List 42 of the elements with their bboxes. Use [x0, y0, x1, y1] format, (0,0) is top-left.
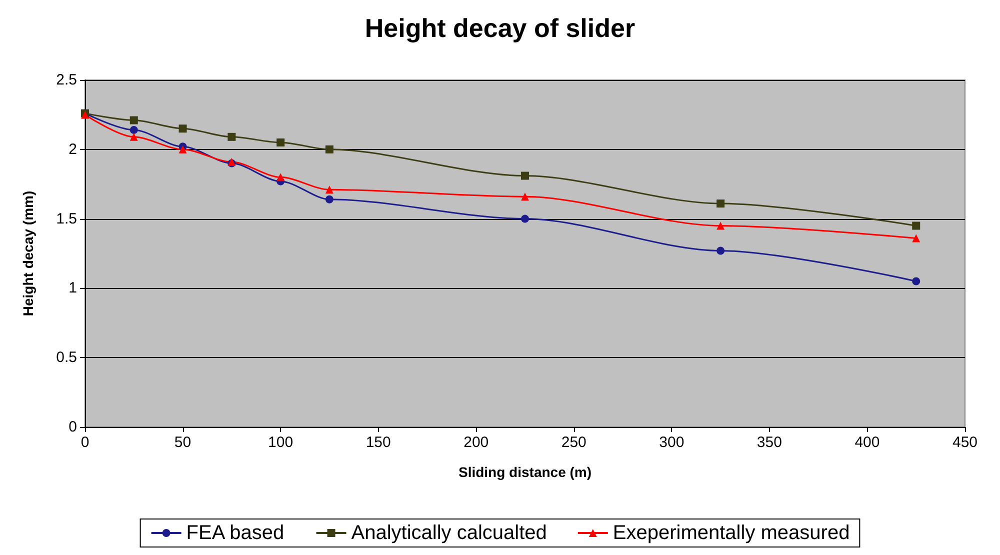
point	[325, 186, 334, 194]
y-tick-label: 2	[68, 140, 77, 158]
point	[716, 200, 725, 208]
x-tick-label: 50	[174, 434, 192, 451]
legend-label: Analytically calcualted	[351, 522, 547, 544]
point	[178, 145, 187, 154]
point	[521, 214, 529, 223]
legend-label: FEA based	[186, 522, 284, 544]
point	[276, 173, 285, 182]
x-tick-label: 150	[366, 434, 391, 451]
point	[912, 222, 920, 230]
y-tick-label: 1.5	[56, 210, 77, 228]
x-tick-label: 250	[561, 434, 586, 451]
legend-label: Exeperimentally measured	[612, 522, 850, 544]
chart-title: Height decay of slider	[364, 13, 636, 43]
y-tick-label: 0	[68, 418, 77, 436]
point	[716, 222, 725, 230]
y-axis-title: Height decay (mm)	[20, 190, 36, 316]
x-tick-label: 100	[268, 434, 294, 451]
point	[521, 192, 529, 201]
x-tick-label: 300	[659, 434, 684, 451]
point	[716, 246, 725, 255]
point	[325, 195, 334, 204]
point	[178, 124, 187, 133]
x-tick-label: 400	[854, 434, 880, 451]
point	[130, 126, 138, 134]
y-tick-label: 0.5	[56, 349, 77, 366]
x-tick-label: 350	[756, 434, 782, 451]
x-tick-label: 450	[952, 434, 978, 451]
point	[912, 234, 920, 242]
point	[325, 145, 334, 154]
y-tick-label: 1	[68, 280, 77, 297]
point	[912, 277, 920, 286]
x-axis-title: Sliding distance (m)	[458, 464, 592, 480]
y-tick-label: 2.5	[56, 72, 77, 88]
x-tick-label: 0	[80, 434, 90, 451]
point	[521, 172, 529, 180]
point	[276, 138, 285, 146]
point	[130, 116, 138, 124]
point	[130, 132, 138, 141]
point	[228, 132, 236, 141]
x-tick-label: 200	[464, 434, 489, 451]
